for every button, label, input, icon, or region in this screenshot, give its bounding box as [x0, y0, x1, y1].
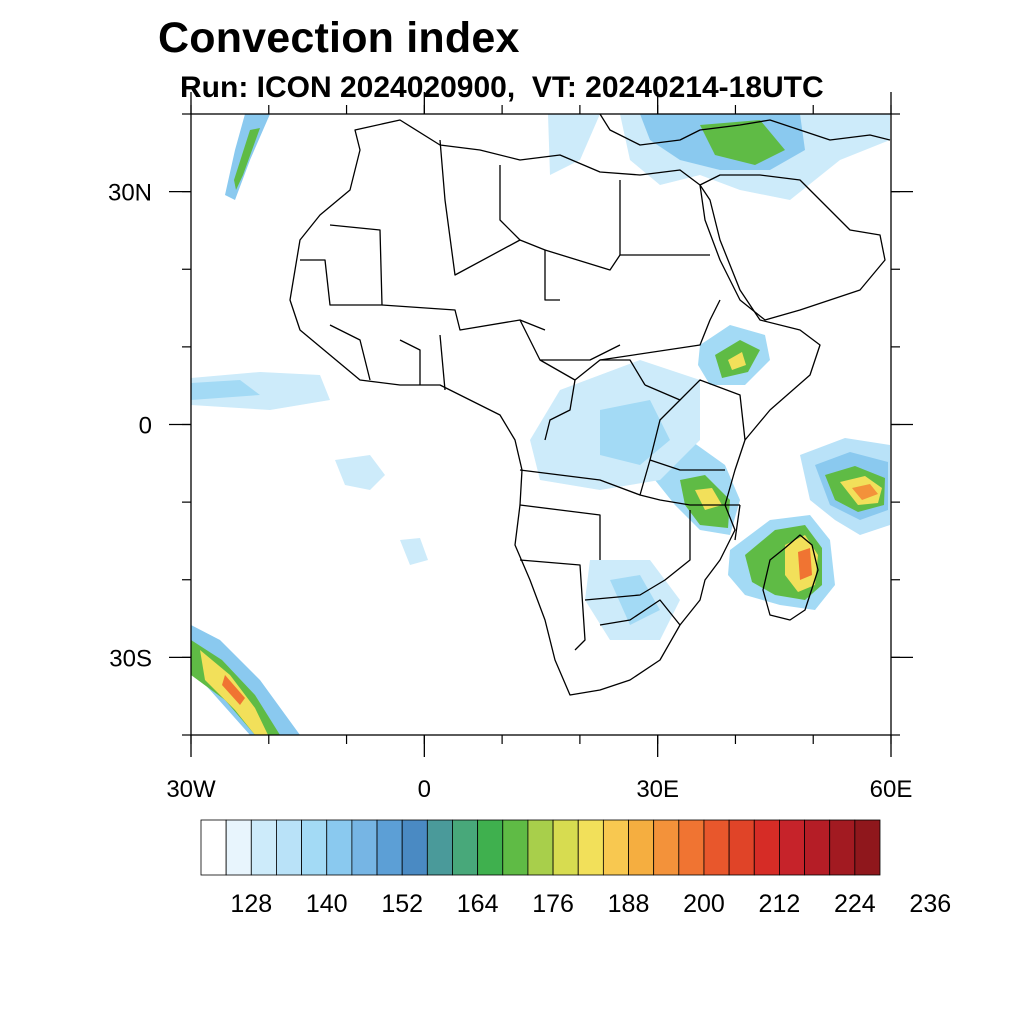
colorbar-label: 236: [909, 890, 951, 918]
convection-south-atlantic: [191, 625, 300, 735]
europe-coastline: [599, 114, 891, 146]
colorbar-swatch: [502, 819, 529, 876]
convection-north-atlantic: [225, 114, 270, 200]
colorbar-label: 128: [230, 890, 272, 918]
colorbar-swatch: [779, 819, 805, 876]
arabia-coastline: [699, 174, 886, 321]
y-tick-label: 0: [139, 413, 152, 440]
colorbar-label: 188: [608, 890, 650, 918]
colorbar-swatch: [854, 819, 881, 876]
coastlines: [289, 114, 891, 696]
colorbar-swatch: [804, 819, 831, 876]
colorbar-swatch: [401, 819, 428, 876]
convection-ethiopia: [698, 325, 770, 385]
colorbar-label: 176: [532, 890, 574, 918]
colorbar-swatch: [250, 819, 277, 876]
colorbar-swatch: [653, 819, 680, 876]
colorbar: 128 140 152 164 176 188 200 212 224 236: [200, 819, 951, 918]
colorbar-swatch: [628, 819, 655, 876]
colorbar-swatch: [577, 819, 604, 876]
colorbar-swatch: [225, 819, 252, 876]
colorbar-swatch: [452, 819, 479, 876]
colorbar-swatch: [602, 819, 629, 876]
convection-atlantic-itcz: [191, 372, 428, 565]
colorbar-swatch: [351, 819, 378, 876]
colorbar-label: 164: [457, 890, 499, 918]
colorbar-swatch: [552, 819, 579, 876]
convection-north: [548, 114, 890, 200]
colorbar-label: 224: [834, 890, 876, 918]
colorbar-swatch: [753, 819, 780, 876]
map-axes: 30W 0 30E 60E 30N 0 30S: [108, 92, 913, 803]
colorbar-swatch: [678, 819, 705, 876]
chart-subtitle: Run: ICON 2024020900, VT: 20240214-18UTC: [180, 71, 824, 104]
convection-madagascar: [728, 438, 890, 610]
colorbar-swatch: [477, 819, 504, 876]
x-tick-label: 0: [418, 776, 431, 803]
y-tick-label: 30S: [109, 645, 152, 672]
convection-field: [191, 114, 890, 735]
colorbar-swatch: [426, 819, 453, 876]
x-tick-label: 30E: [636, 776, 679, 803]
colorbar-swatch: [703, 819, 730, 876]
colorbar-label: 140: [306, 890, 348, 918]
colorbar-swatch: [200, 819, 227, 876]
x-tick-label: 30W: [166, 776, 216, 803]
y-tick-label: 30N: [108, 180, 152, 207]
colorbar-swatch: [728, 819, 755, 876]
convection-southern-africa: [585, 560, 680, 640]
colorbar-swatch: [301, 819, 328, 876]
colorbar-label: 212: [759, 890, 801, 918]
madagascar-coastline: [762, 534, 819, 621]
colorbar-swatch: [276, 819, 302, 876]
colorbar-swatch: [376, 819, 403, 876]
colorbar-label: 152: [381, 890, 423, 918]
colorbar-swatch: [326, 819, 353, 876]
colorbar-swatch: [829, 819, 856, 876]
colorbar-swatch: [527, 819, 554, 876]
chart-title: Convection index: [158, 14, 520, 62]
x-tick-label: 60E: [870, 776, 913, 803]
colorbar-label: 200: [683, 890, 725, 918]
